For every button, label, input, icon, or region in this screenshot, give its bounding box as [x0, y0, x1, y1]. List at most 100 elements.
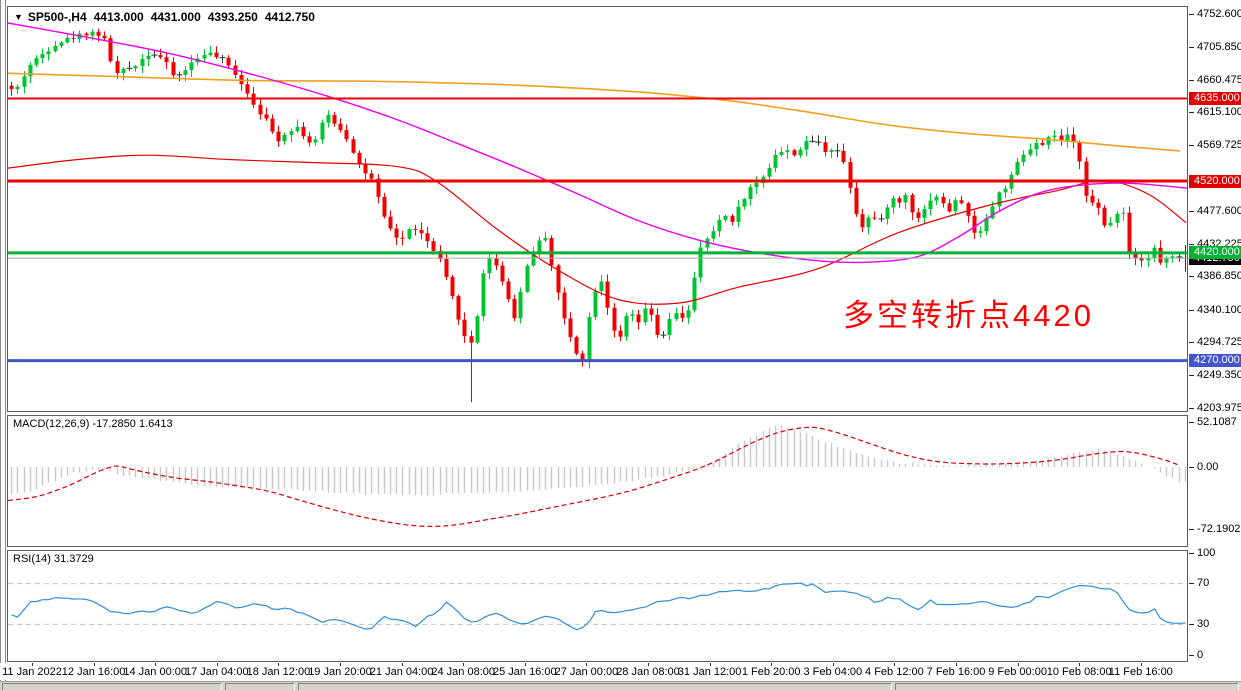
- macd-axis-tick: [1189, 466, 1194, 468]
- price-axis-label: 4660.475: [1197, 73, 1241, 86]
- rsi-panel[interactable]: RSI(14) 31.3729: [7, 550, 1188, 662]
- time-axis[interactable]: 11 Jan 2022 12 Jan 16:00 14 Jan 00:00 17 Ja…: [0, 663, 1241, 680]
- status-cell: [298, 683, 892, 690]
- time-axis-tick: [1079, 663, 1081, 666]
- time-axis-tick: [155, 663, 157, 666]
- time-axis-label: 24 Jan 08:00: [431, 666, 495, 678]
- ma-red[interactable]: [8, 154, 1187, 305]
- time-axis-tick: [524, 663, 526, 666]
- price-axis-label: 4249.350: [1197, 368, 1241, 381]
- time-axis-tick: [709, 663, 711, 666]
- time-axis-label: 31 Jan 12:00: [677, 666, 742, 678]
- price-line-badge-4270: 4270.000: [1189, 354, 1241, 368]
- time-axis-label: 9 Feb 00:00: [988, 666, 1047, 678]
- price-chart-panel[interactable]: ▼ SP500-,H4 4413.000 4431.000 4393.250 4412.7…: [7, 6, 1188, 412]
- time-axis-label: 28 Jan 08:00: [616, 666, 680, 678]
- price-axis-tick: [1189, 374, 1194, 376]
- rsi-axis-tick: [1189, 552, 1194, 554]
- status-bar: [0, 681, 1241, 690]
- price-axis-label: 4705.850: [1197, 41, 1241, 54]
- price-axis-label: 4203.975: [1197, 401, 1241, 414]
- time-axis-tick: [894, 663, 896, 666]
- ohlc-low: 4393.250: [207, 10, 258, 24]
- status-cell: [2, 683, 222, 690]
- ohlc-high: 4431.000: [150, 10, 201, 24]
- chart-left-splitter[interactable]: [5, 0, 6, 681]
- time-axis-tick: [771, 663, 773, 666]
- time-axis-label: 21 Jan 04:00: [369, 666, 434, 678]
- candlestick-chart: [8, 22, 1187, 403]
- symbol-label: SP500-,H4: [27, 10, 87, 24]
- time-axis-tick: [340, 663, 341, 666]
- ohlc-open: 4413.000: [93, 10, 144, 24]
- price-axis[interactable]: 4752.600 4705.850 4660.475 4615.100 4569.725…: [1189, 0, 1241, 662]
- macd-panel[interactable]: MACD(12,26,9) -17.2850 1.6413: [7, 415, 1188, 547]
- macd-label: MACD(12,26,9) -17.2850 1.6413: [13, 418, 173, 430]
- rsi-axis-tick: [1189, 623, 1194, 625]
- price-axis-label: 4294.725: [1197, 336, 1241, 349]
- time-axis-label: 14 Jan 00:00: [123, 666, 187, 678]
- time-axis-label: 3 Feb 04:00: [803, 666, 863, 678]
- macd-axis-tick: [1189, 421, 1194, 423]
- price-axis-tick: [1189, 210, 1194, 212]
- macd-signal-line: [8, 426, 1181, 527]
- time-axis-tick: [463, 663, 465, 666]
- ma-magenta[interactable]: [8, 22, 1187, 264]
- price-axis-tick: [1189, 47, 1194, 49]
- rsi-chart: [8, 582, 1187, 631]
- price-axis-tick: [1189, 243, 1194, 245]
- macd-axis-label: -72.1902: [1197, 522, 1241, 535]
- price-axis-label: 4569.725: [1197, 138, 1241, 151]
- time-axis-tick: [1017, 663, 1019, 666]
- symbol-dropdown-icon[interactable]: ▼: [14, 12, 23, 22]
- price-line-badge-4420: 4420.000: [1189, 246, 1241, 260]
- time-axis-tick: [956, 663, 957, 666]
- status-cell: [895, 683, 1239, 690]
- candles: [9, 28, 1187, 403]
- price-axis-label: 4477.600: [1197, 204, 1241, 217]
- price-axis-tick: [1189, 276, 1194, 278]
- rsi-label: RSI(14) 31.3729: [13, 553, 94, 565]
- macd-axis-label: 0.00: [1197, 460, 1219, 473]
- time-axis-label: 7 Feb 16:00: [926, 666, 986, 678]
- time-axis-label: 27 Jan 00:00: [554, 666, 619, 678]
- macd-axis-label: 52.1087: [1197, 415, 1237, 428]
- chart-title: ▼ SP500-,H4 4413.000 4431.000 4393.250 4412.7…: [14, 10, 322, 24]
- price-axis-tick: [1189, 407, 1194, 409]
- rsi-line: [11, 582, 1186, 631]
- window-left-edge: [0, 0, 1, 681]
- time-axis-tick: [216, 663, 218, 666]
- time-axis-label: 18 Jan 12:00: [246, 666, 311, 678]
- price-axis-tick: [1189, 144, 1194, 146]
- rsi-axis-label: 100: [1197, 546, 1216, 559]
- price-axis-tick: [1189, 112, 1194, 114]
- time-axis-tick: [586, 663, 588, 666]
- macd-axis-tick: [1189, 528, 1194, 530]
- ma-orange[interactable]: [8, 72, 1181, 152]
- time-axis-tick: [832, 663, 834, 666]
- time-axis-tick: [1140, 663, 1142, 666]
- time-axis-label: 4 Feb 12:00: [865, 666, 924, 678]
- price-axis-label: 4386.850: [1197, 270, 1241, 283]
- macd-histogram: [10, 425, 1187, 496]
- ohlc-close: 4412.750: [264, 10, 315, 24]
- time-axis-label: 11 Feb 16:00: [1108, 666, 1173, 678]
- time-axis-label: 1 Feb 20:00: [741, 666, 801, 678]
- rsi-axis-label: 0: [1197, 648, 1204, 661]
- rsi-axis-label: 70: [1197, 577, 1210, 590]
- chart-annotation-text[interactable]: 多空转折点4420: [843, 298, 1094, 333]
- time-axis-label: 19 Jan 20:00: [308, 666, 372, 678]
- price-axis-label: 4752.600: [1197, 7, 1241, 20]
- time-axis-label: 25 Jan 16:00: [492, 666, 557, 678]
- price-axis-tick: [1189, 13, 1194, 15]
- time-axis-label: 17 Jan 04:00: [184, 666, 249, 678]
- time-axis-tick: [648, 663, 649, 666]
- macd-chart: [8, 425, 1187, 527]
- rsi-axis-tick: [1189, 654, 1194, 656]
- time-axis-label: 12 Jan 16:00: [61, 666, 126, 678]
- price-line-badge-4520: 4520.000: [1189, 174, 1241, 188]
- time-axis-tick: [401, 663, 403, 666]
- time-axis-tick: [93, 663, 95, 666]
- time-axis-tick: [278, 663, 280, 666]
